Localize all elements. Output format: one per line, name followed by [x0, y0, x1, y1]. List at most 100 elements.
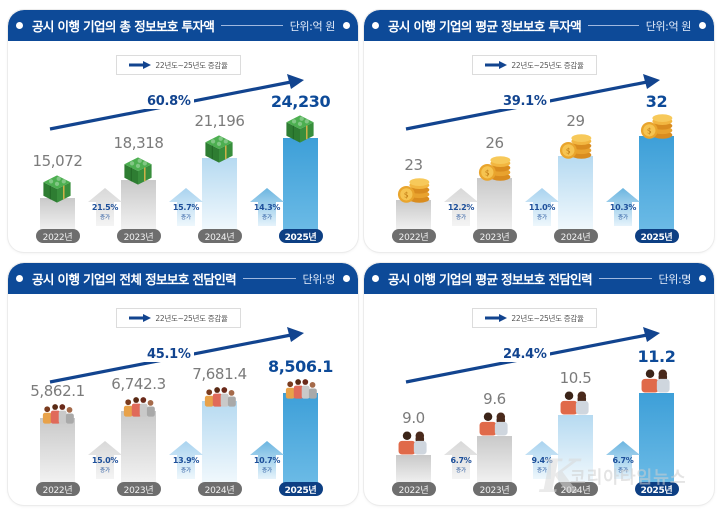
- bar-value: 6,742.3: [111, 375, 166, 393]
- bar-value: 9.6: [483, 390, 506, 408]
- year-label: 2025년: [634, 229, 679, 243]
- bar-2: [202, 401, 237, 485]
- unit-label: 단위:억 원: [289, 19, 336, 33]
- header-divider-line: [588, 25, 639, 26]
- arrow-right-icon: [129, 314, 152, 322]
- yoy-increase-word: 증가: [536, 215, 548, 221]
- yoy-increase-percent: 13.9%: [172, 456, 200, 465]
- year-label: 2024년: [553, 229, 598, 243]
- arrow-right-icon: [485, 314, 508, 322]
- people-pair-icon: [396, 429, 430, 459]
- bullet-dot-icon: [699, 22, 706, 29]
- overall-change-label: 45.1%: [144, 347, 194, 362]
- yoy-increase-percent: 10.3%: [609, 203, 637, 212]
- bar-0: [396, 455, 431, 485]
- yoy-increase-badge: 13.9% 증가: [169, 441, 203, 479]
- legend-label: 22년도~25년도 증감율: [155, 60, 228, 70]
- unit-label: 단위:명: [658, 272, 692, 286]
- year-label: 2024년: [197, 482, 242, 496]
- panel-title: 공시 이행 기업의 평균 정보보호 전담인력: [388, 272, 593, 287]
- bullet-dot-icon: [16, 275, 23, 282]
- arrow-right-icon: [129, 61, 152, 69]
- bullet-dot-icon: [372, 22, 379, 29]
- bar-1: [121, 180, 156, 232]
- overall-change-label: 39.1%: [500, 94, 550, 109]
- yoy-increase-word: 증가: [261, 215, 273, 221]
- legend-label: 22년도~25년도 증감율: [155, 313, 228, 323]
- year-label: 2024년: [197, 229, 242, 243]
- yoy-increase-word: 증가: [180, 468, 192, 474]
- year-label: 2022년: [391, 482, 436, 496]
- coin-stack-icon: $: [558, 132, 594, 167]
- header-divider-line: [221, 25, 283, 26]
- yoy-increase-percent: 15.7%: [172, 203, 200, 212]
- yoy-increase-badge: 12.2% 증가: [444, 188, 478, 226]
- coin-stack-icon: $: [477, 154, 513, 189]
- year-label: 2023년: [472, 229, 517, 243]
- panel-title: 공시 이행 기업의 총 정보보호 투자액: [32, 19, 215, 34]
- legend-label: 22년도~25년도 증감율: [511, 313, 584, 323]
- bar-value: 8,506.1: [267, 357, 334, 376]
- coin-stack-icon: $: [396, 176, 432, 211]
- bar-1: [477, 178, 512, 232]
- panel-header: 공시 이행 기업의 전체 정보보호 전담인력 단위:명: [8, 263, 358, 294]
- bullet-dot-icon: [699, 275, 706, 282]
- bar-2: [202, 158, 237, 232]
- bar-3: [283, 393, 318, 485]
- header-divider-line: [243, 278, 296, 279]
- year-label: 2023년: [116, 229, 161, 243]
- people-group-icon: [121, 395, 157, 421]
- yoy-increase-word: 증가: [617, 215, 629, 221]
- yoy-increase-percent: 12.2%: [447, 203, 475, 212]
- yoy-increase-percent: 14.3%: [253, 203, 281, 212]
- money-stack-icon: [202, 132, 236, 168]
- bar-3: [283, 138, 318, 232]
- yoy-increase-word: 증가: [617, 468, 629, 474]
- panel-average-personnel: 공시 이행 기업의 평균 정보보호 전담인력 단위:명 22년도~25년도 증감…: [364, 263, 714, 505]
- arrow-right-icon: [485, 61, 508, 69]
- people-group-icon: [202, 385, 238, 411]
- bar-value: 21,196: [194, 112, 245, 130]
- panel-average-investment: 공시 이행 기업의 평균 정보보호 투자액 단위:억 원 22년도~25년도 증…: [364, 10, 714, 252]
- bar-0: [40, 198, 75, 232]
- people-pair-icon: [558, 389, 592, 419]
- people-pair-icon: [477, 410, 511, 440]
- yoy-increase-word: 증가: [536, 468, 548, 474]
- people-pair-icon: [639, 367, 673, 397]
- svg-text:$: $: [404, 190, 409, 199]
- yoy-increase-badge: 15.0% 증가: [88, 441, 122, 479]
- year-label: 2024년: [553, 482, 598, 496]
- legend: 22년도~25년도 증감율: [472, 55, 597, 75]
- bar-value: 29: [566, 112, 585, 130]
- yoy-increase-word: 증가: [455, 215, 467, 221]
- yoy-increase-percent: 6.7%: [450, 456, 472, 465]
- panel-total-investment: 공시 이행 기업의 총 정보보호 투자액 단위:억 원 22년도~25년도 증감…: [8, 10, 358, 252]
- header-divider-line: [599, 278, 652, 279]
- bar-value: 10.5: [559, 369, 592, 387]
- yoy-increase-word: 증가: [99, 215, 111, 221]
- yoy-increase-percent: 6.7%: [612, 456, 634, 465]
- overall-change-label: 24.4%: [500, 347, 550, 362]
- bar-value: 15,072: [32, 152, 83, 170]
- yoy-increase-percent: 9.4%: [531, 456, 553, 465]
- bar-value: 18,318: [113, 134, 164, 152]
- year-label: 2025년: [278, 482, 323, 496]
- legend: 22년도~25년도 증감율: [472, 308, 597, 328]
- bullet-dot-icon: [343, 22, 350, 29]
- money-stack-icon: [40, 172, 74, 208]
- money-stack-icon: [121, 154, 155, 190]
- yoy-increase-word: 증가: [455, 468, 467, 474]
- bar-value: 11.2: [637, 347, 676, 366]
- unit-label: 단위:명: [302, 272, 336, 286]
- unit-label: 단위:억 원: [645, 19, 692, 33]
- panel-header: 공시 이행 기업의 평균 정보보호 전담인력 단위:명: [364, 263, 714, 294]
- bullet-dot-icon: [372, 275, 379, 282]
- bar-0: [396, 200, 431, 232]
- yoy-increase-percent: 21.5%: [91, 203, 119, 212]
- yoy-increase-badge: 11.0% 증가: [525, 188, 559, 226]
- bar-value: 24,230: [270, 92, 331, 111]
- yoy-increase-badge: 6.7% 증가: [444, 441, 478, 479]
- yoy-increase-percent: 10.7%: [253, 456, 281, 465]
- yoy-increase-badge: 14.3% 증가: [250, 188, 284, 226]
- bar-3: [639, 136, 674, 232]
